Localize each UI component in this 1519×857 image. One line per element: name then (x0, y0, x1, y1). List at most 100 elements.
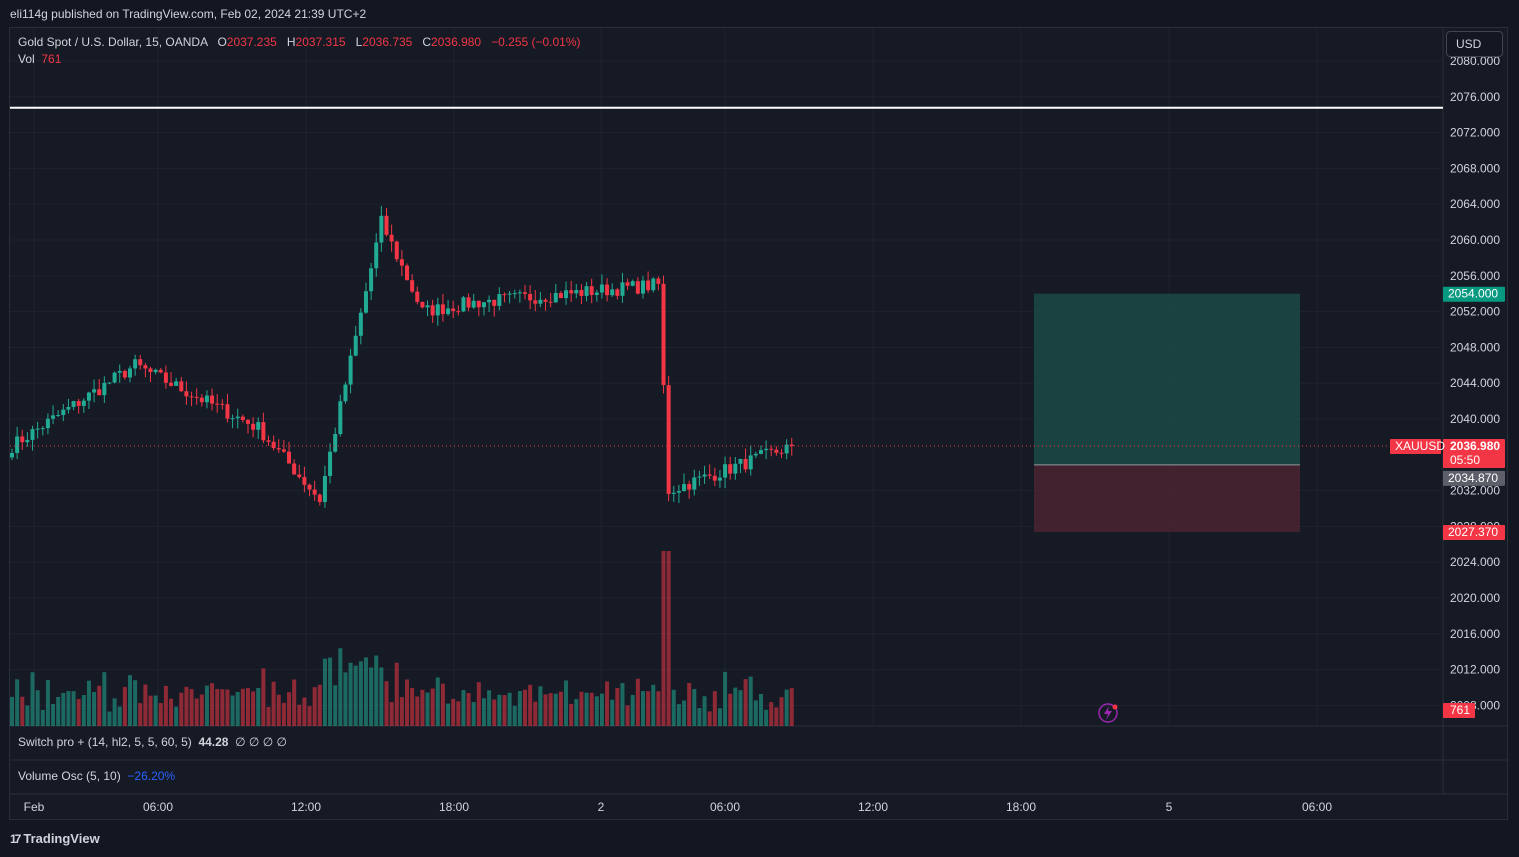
stop-zone (1034, 464, 1300, 533)
volume-bar (307, 706, 312, 726)
volume-bar (410, 687, 415, 726)
candle-body (353, 335, 358, 356)
volume-bar (661, 551, 666, 726)
candle-body (92, 389, 97, 393)
volume-bar (122, 687, 127, 726)
candle-body (97, 389, 102, 396)
candle-body (456, 311, 461, 313)
candle-body (425, 305, 430, 308)
time-axis-label: 06:00 (710, 800, 740, 814)
volume-legend[interactable]: Vol 761 (18, 52, 61, 66)
candle-body (435, 304, 440, 316)
volume-bar (204, 685, 209, 726)
candle-body (692, 477, 697, 490)
volume-bar (579, 691, 584, 726)
volume-bar (281, 702, 286, 726)
candle-body (589, 286, 594, 296)
candle-body (461, 297, 466, 312)
volume-bar (230, 695, 235, 726)
candle-body (215, 403, 220, 405)
tradingview-logo[interactable]: 17 TradingView (10, 831, 100, 846)
volume-bar (333, 685, 338, 726)
volume-bar (569, 703, 574, 726)
volume-bar (266, 706, 271, 726)
currency-button[interactable]: USD (1446, 31, 1503, 57)
volume-bar (199, 694, 204, 726)
volume-osc-value: −26.20% (127, 769, 176, 783)
candle-body (548, 301, 553, 303)
price-tick-label: 2048.000 (1450, 340, 1500, 354)
candle-body (538, 299, 543, 304)
price-tick-label: 2060.000 (1450, 233, 1500, 247)
price-tick-label: 2080.000 (1450, 54, 1500, 68)
candle-body (276, 448, 281, 450)
price-tick-label: 2052.000 (1450, 305, 1500, 319)
candle-body (748, 455, 753, 470)
volume-bar (235, 691, 240, 726)
volume-osc-legend[interactable]: Volume Osc (5, 10) −26.20% (18, 769, 175, 783)
volume-bar (179, 692, 184, 726)
top-bar: eli114g published on TradingView.com, Fe… (0, 0, 1519, 27)
candle-body (635, 281, 640, 294)
candle-body (533, 300, 538, 304)
volume-bar (189, 689, 194, 726)
candle-body (261, 422, 266, 441)
volume-bar (369, 667, 374, 726)
volume-bar (615, 688, 620, 726)
candle-body (348, 355, 353, 385)
volume-tag-bg (1443, 703, 1475, 718)
target-price-tag-bg (1443, 286, 1505, 302)
volume-bar (487, 690, 492, 726)
candle-body (76, 401, 81, 406)
volume-bar (748, 676, 753, 726)
volume-bar (328, 657, 333, 726)
volume-bar (451, 698, 456, 726)
candle-body (107, 382, 112, 384)
volume-bar (481, 698, 486, 726)
symbol-legend[interactable]: Gold Spot / U.S. Dollar, 15, OANDA O2037… (18, 35, 581, 49)
volume-bar (538, 686, 543, 726)
volume-bar (158, 703, 163, 726)
volume-bar (620, 683, 625, 726)
candle-body (374, 242, 379, 269)
candle-body (774, 449, 779, 453)
volume-bar (435, 677, 440, 726)
candle-body (610, 289, 615, 296)
volume-bar (45, 679, 50, 726)
candle-body (502, 294, 507, 296)
candle-body (415, 291, 420, 302)
candle-body (481, 302, 486, 308)
candle-body (20, 436, 25, 443)
volume-bar (343, 672, 348, 726)
high-value: 2037.315 (295, 35, 346, 49)
symbol-name[interactable]: Gold Spot / U.S. Dollar, 15, OANDA (18, 35, 208, 49)
candle-body (317, 494, 322, 502)
candle-body (630, 281, 635, 286)
high-label: H (286, 35, 296, 49)
volume-bar (456, 701, 461, 726)
volume-bar (215, 689, 220, 726)
candle-body (594, 292, 599, 296)
candle-body (333, 434, 338, 452)
candle-body (35, 428, 40, 430)
volume-bar (107, 711, 112, 726)
volume-bar (363, 657, 368, 726)
candle-body (86, 392, 91, 401)
switch-pro-name: Switch pro + (14, hl2, 5, 5, 60, 5) (18, 735, 192, 749)
candle-body (758, 450, 763, 454)
switch-pro-empty-values: ∅ ∅ ∅ ∅ (235, 735, 287, 749)
volume-bar (707, 711, 712, 726)
volume-osc-name: Volume Osc (5, 10) (18, 769, 121, 783)
volume-bar (497, 694, 502, 726)
volume-bar (261, 668, 266, 726)
volume-label: Vol (18, 52, 35, 66)
switch-pro-legend[interactable]: Switch pro + (14, hl2, 5, 5, 60, 5) 44.2… (18, 735, 287, 749)
volume-bar (625, 705, 630, 726)
change-value: −0.255 (−0.01%) (491, 35, 581, 49)
volume-bar (245, 687, 250, 726)
volume-bar (584, 692, 589, 726)
candle-body (405, 265, 410, 281)
entry-price-tag-bg (1443, 470, 1505, 486)
volume-bar (697, 707, 702, 726)
